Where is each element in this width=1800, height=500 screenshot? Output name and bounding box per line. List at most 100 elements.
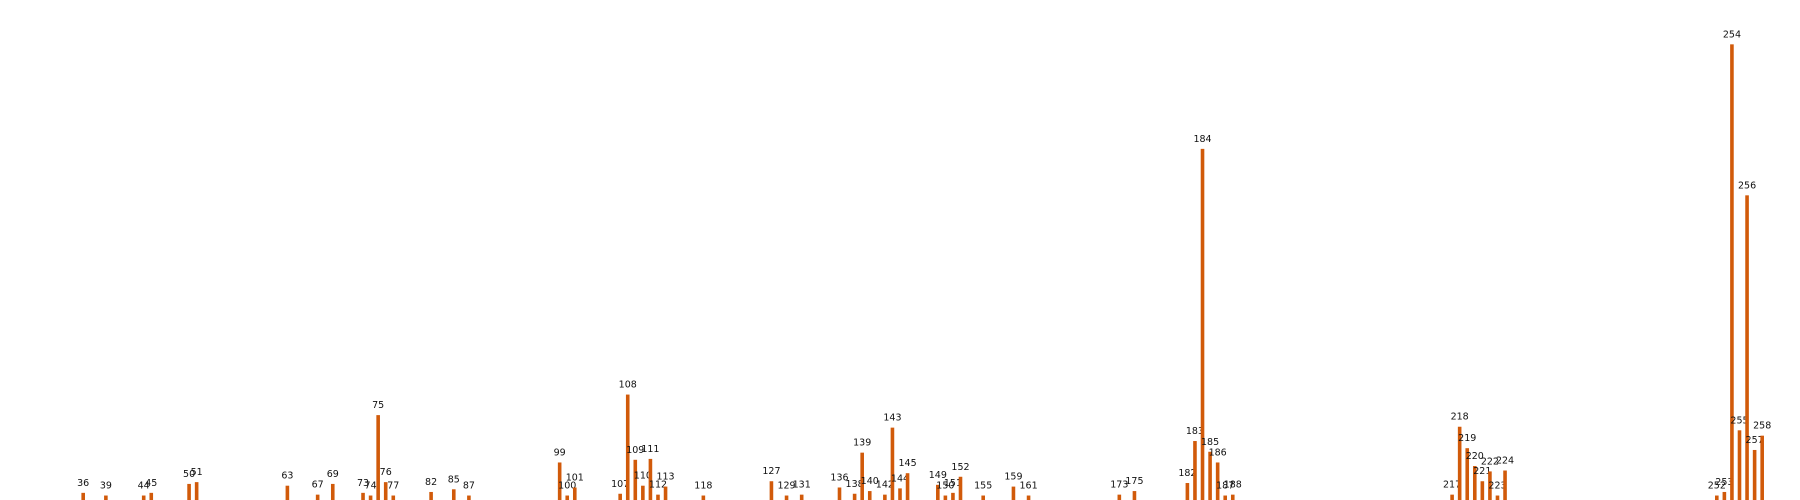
bar-69 (330, 483, 335, 500)
bar-label-217: 217 (1443, 480, 1461, 491)
bar-185 (1208, 451, 1212, 500)
bar-142 (883, 494, 887, 500)
bar-label-222: 222 (1481, 456, 1499, 467)
bar-82 (429, 491, 433, 500)
bar-222 (1488, 471, 1492, 500)
bar-252 (1715, 495, 1719, 500)
bar-99 (557, 462, 562, 500)
bar-label-219: 219 (1458, 433, 1476, 444)
bar-label-255: 255 (1730, 415, 1748, 426)
bar-77 (391, 495, 396, 500)
bar-175 (1132, 491, 1137, 500)
bar-149 (936, 484, 940, 500)
bar-label-183: 183 (1186, 426, 1204, 437)
bar-39 (104, 495, 108, 500)
bar-140 (867, 491, 872, 500)
bar-label-254: 254 (1723, 29, 1741, 40)
bar-label-224: 224 (1496, 456, 1514, 467)
bar-label-220: 220 (1466, 451, 1484, 462)
bar-183 (1193, 441, 1197, 500)
bar-67 (315, 494, 320, 500)
bar-110 (641, 485, 645, 500)
bar-188 (1230, 494, 1235, 500)
bar-label-159: 159 (1004, 472, 1022, 483)
bar-145 (905, 473, 910, 500)
bar-143 (890, 427, 895, 500)
bar-127 (769, 481, 774, 500)
bar-184 (1200, 148, 1205, 500)
bar-152 (958, 476, 963, 500)
bar-254 (1730, 44, 1734, 500)
bar-73 (361, 492, 365, 500)
bar-63 (285, 485, 290, 500)
bar-label-73: 73 (357, 478, 369, 489)
bar-label-149: 149 (929, 470, 947, 481)
bar-186 (1215, 462, 1220, 500)
bar-221 (1480, 481, 1485, 500)
bar-label-258: 258 (1753, 421, 1771, 432)
bar-253 (1722, 491, 1727, 500)
bar-75 (376, 415, 380, 500)
bar-label-145: 145 (898, 458, 916, 469)
bar-161 (1026, 495, 1031, 500)
bar-label-45: 45 (145, 478, 157, 489)
bar-label-131: 131 (793, 480, 811, 491)
bar-label-74: 74 (365, 481, 377, 492)
bar-218 (1457, 426, 1462, 500)
bar-label-252: 252 (1708, 481, 1726, 492)
bar-label-113: 113 (656, 472, 674, 483)
bar-label-101: 101 (566, 472, 584, 483)
bar-label-184: 184 (1193, 134, 1211, 145)
bar-136 (837, 487, 842, 500)
bar-label-161: 161 (1019, 481, 1037, 492)
bar-label-108: 108 (619, 380, 637, 391)
bar-108 (625, 394, 630, 500)
bar-label-51: 51 (191, 467, 203, 478)
bar-label-186: 186 (1209, 447, 1227, 458)
bar-74 (368, 495, 373, 500)
bar-label-76: 76 (380, 467, 392, 478)
bar-label-155: 155 (974, 481, 992, 492)
bar-44 (141, 495, 146, 500)
bar-label-111: 111 (641, 444, 659, 455)
bar-85 (451, 489, 456, 500)
bar-112 (656, 494, 660, 500)
bar-155 (981, 495, 985, 500)
bar-159 (1011, 486, 1016, 500)
bar-144 (898, 488, 902, 500)
bar-label-127: 127 (762, 466, 780, 477)
bar-label-136: 136 (830, 472, 848, 483)
bar-36 (81, 492, 85, 500)
bar-label-188: 188 (1224, 480, 1242, 491)
bar-label-140: 140 (861, 476, 879, 487)
bar-87 (467, 495, 471, 500)
bar-label-143: 143 (883, 413, 901, 424)
bar-label-144: 144 (891, 473, 909, 484)
bar-182 (1185, 483, 1190, 500)
bar-label-87: 87 (463, 481, 475, 492)
bar-45 (149, 492, 154, 500)
bar-138 (852, 493, 857, 500)
bar-label-50: 50 (183, 469, 195, 480)
bar-107 (618, 493, 622, 500)
bar-label-218: 218 (1451, 412, 1469, 423)
bar-label-67: 67 (312, 480, 324, 491)
bar-label-110: 110 (634, 471, 652, 482)
bar-label-99: 99 (554, 447, 566, 458)
bar-label-69: 69 (327, 469, 339, 480)
bar-217 (1450, 494, 1454, 500)
bar-label-142: 142 (876, 480, 894, 491)
bar-label-75: 75 (372, 400, 384, 411)
bar-219 (1465, 448, 1470, 500)
bar-label-256: 256 (1738, 180, 1756, 191)
bar-label-100: 100 (558, 481, 576, 492)
bar-label-82: 82 (425, 477, 437, 488)
bar-111 (648, 458, 653, 500)
bar-173 (1117, 494, 1122, 500)
bar-76 (383, 482, 388, 500)
bar-label-63: 63 (281, 471, 293, 482)
bar-label-138: 138 (846, 479, 864, 490)
bar-51 (194, 482, 199, 500)
